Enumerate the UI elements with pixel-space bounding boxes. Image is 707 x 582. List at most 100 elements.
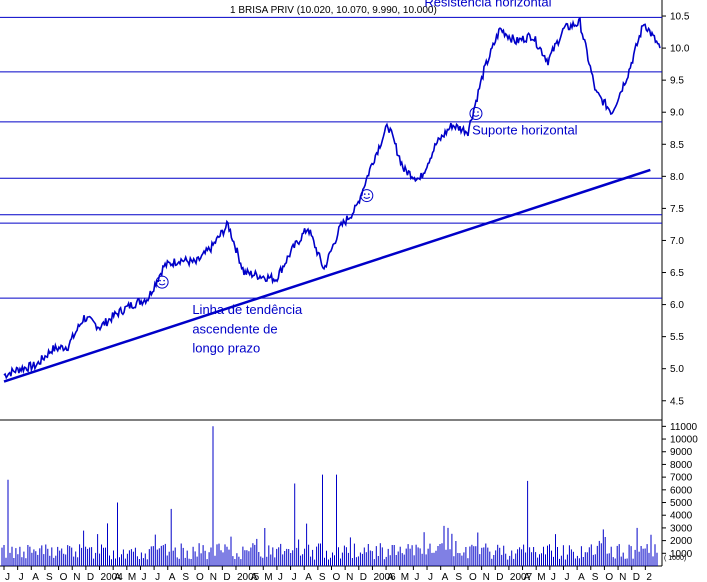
x-tick-label: N: [483, 572, 490, 582]
price-tick-label: 7.5: [670, 204, 684, 215]
smiley-eye: [477, 111, 479, 113]
price-tick-label: 8.5: [670, 140, 684, 151]
annotation-text: longo prazo: [192, 341, 260, 356]
x-tick-label: J: [428, 572, 433, 582]
annotation-text: Resistência horizontal: [424, 0, 551, 9]
x-tick-label: N: [73, 572, 80, 582]
smiley-face: [155, 275, 169, 289]
x-tick-label: M: [128, 572, 136, 582]
x-tick-label: M: [264, 572, 272, 582]
x-tick-label: J: [5, 572, 10, 582]
volume-tick-label: 7000: [670, 473, 693, 484]
price-tick-label: 7.0: [670, 236, 684, 247]
x-tick-label: A: [251, 572, 258, 582]
x-tick-label: S: [592, 572, 599, 582]
x-tick-label: A: [442, 572, 449, 582]
price-series: [3, 17, 661, 380]
chart-title: 1 BRISA PRIV (10.020, 10.070, 9.990, 10.…: [230, 5, 437, 16]
x-tick-label: O: [196, 572, 204, 582]
x-tick-label: J: [564, 572, 569, 582]
x-tick-label: O: [60, 572, 68, 582]
smiley-mouth: [158, 283, 166, 286]
smiley-face: [469, 106, 483, 120]
volume-tick-label: 5000: [670, 498, 693, 509]
x-tick-label: S: [182, 572, 189, 582]
volume-tick-label: 1000: [670, 549, 693, 560]
smiley-eye: [363, 193, 366, 195]
x-tick-label: O: [605, 572, 613, 582]
volume-tick-label: 11000: [670, 422, 698, 433]
price-tick-label: 10.0: [670, 44, 690, 55]
x-tick-label: J: [292, 572, 297, 582]
x-tick-label: J: [551, 572, 556, 582]
volume-unit-label: ( 1000): [664, 555, 686, 562]
x-tick-label: O: [469, 572, 477, 582]
volume-series: [1, 426, 658, 566]
x-tick-label: A: [305, 572, 312, 582]
x-tick-label: J: [141, 572, 146, 582]
smiley-mouth: [472, 114, 480, 117]
smiley-eye: [163, 279, 165, 282]
volume-tick-label: 9000: [670, 447, 693, 458]
smiley-mouth: [363, 196, 371, 199]
price-tick-label: 5.5: [670, 332, 684, 343]
smiley-eye: [159, 279, 161, 282]
price-tick-label: 9.0: [670, 108, 684, 119]
price-tick-label: 10.5: [670, 12, 690, 23]
x-tick-label: 2: [646, 572, 652, 582]
smiley-eye: [473, 111, 475, 113]
annotation-text: ascendente de: [192, 321, 277, 336]
x-tick-label: S: [46, 572, 53, 582]
x-tick-label: D: [87, 572, 94, 582]
x-tick-label: N: [210, 572, 217, 582]
smiley-markers: [155, 106, 483, 289]
x-tick-label: A: [387, 572, 394, 582]
x-tick-label: A: [578, 572, 585, 582]
x-tick-label: D: [223, 572, 230, 582]
trendline-line: [3, 168, 651, 383]
volume-tick-label: 10000: [670, 435, 698, 446]
x-tick-label: A: [114, 572, 121, 582]
x-tick-label: M: [537, 572, 545, 582]
volume-tick-label: 3000: [670, 523, 693, 534]
smiley-face: [360, 189, 374, 203]
x-tick-label: O: [333, 572, 341, 582]
volume-tick-label: 4000: [670, 511, 693, 522]
x-tick-label: D: [633, 572, 640, 582]
x-tick-label: 2007: [510, 572, 533, 582]
trendline: [3, 168, 651, 383]
x-tick-label: 2005: [237, 572, 260, 582]
smiley-icon: [469, 106, 483, 120]
price-tick-label: 6.5: [670, 268, 684, 279]
x-tick-label: J: [414, 572, 419, 582]
price-tick-label: 4.5: [670, 396, 684, 407]
x-tick-label: A: [169, 572, 176, 582]
x-tick-label: A: [524, 572, 531, 582]
x-tick-label: 2006: [373, 572, 396, 582]
x-tick-label: D: [360, 572, 367, 582]
smiley-icon: [360, 189, 374, 203]
x-tick-label: 2004: [101, 572, 124, 582]
horizontal-levels: [0, 16, 662, 299]
price-axis-ticks: 4.5 5.0 5.5 6.0 6.5 7.0 7.5 8.0 8.5 9.0 9.5 10.0 10.…: [662, 12, 690, 407]
volume-tick-label: 2000: [670, 536, 693, 547]
x-tick-label: J: [19, 572, 24, 582]
x-tick-label: N: [346, 572, 353, 582]
volume-tick-label: 8000: [670, 460, 693, 471]
x-tick-label: J: [278, 572, 283, 582]
x-tick-label: A: [32, 572, 39, 582]
x-tick-label: S: [319, 572, 326, 582]
price-tick-label: 8.0: [670, 172, 684, 183]
annotation-text: Linha de tendência: [192, 302, 303, 317]
annotation-text: Suporte horizontal: [472, 123, 578, 138]
x-tick-label: J: [155, 572, 160, 582]
price-tick-label: 6.0: [670, 300, 684, 311]
smiley-icon: [155, 275, 169, 289]
volume-tick-label: 6000: [670, 485, 693, 496]
price-line: [3, 17, 661, 380]
x-tick-label: D: [496, 572, 503, 582]
